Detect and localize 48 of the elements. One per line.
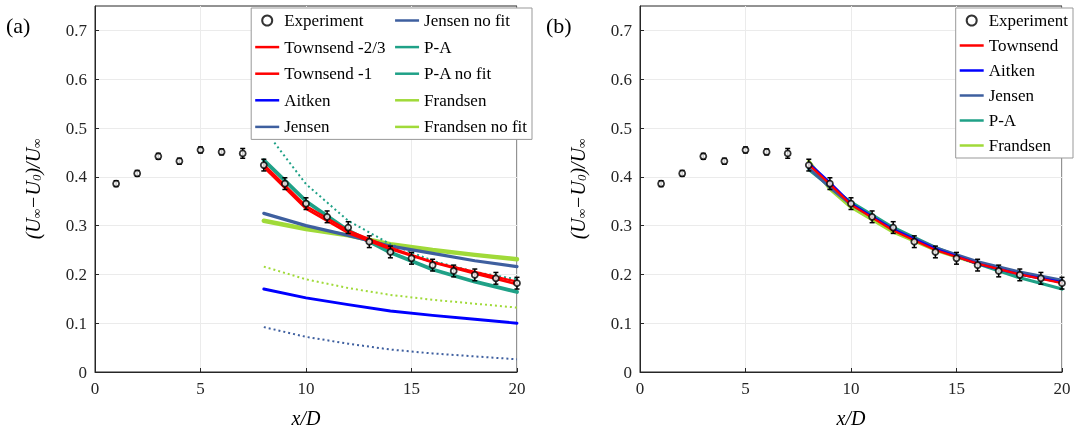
legend-label: Experiment bbox=[284, 11, 364, 30]
y-tick-label: 0.4 bbox=[610, 167, 633, 187]
y-tick-label: 0 bbox=[78, 362, 87, 382]
y-tick-label: 0.2 bbox=[610, 264, 632, 284]
legend-label: Jensen bbox=[988, 86, 1035, 105]
legend-label: Frandsen bbox=[424, 90, 487, 110]
y-tick-label: 0.4 bbox=[65, 167, 88, 187]
y-tick-label: 0.5 bbox=[610, 118, 632, 138]
x-tick-label: 0 bbox=[635, 379, 645, 398]
legend-label: Jensen no fit bbox=[424, 11, 511, 30]
text: (b) bbox=[546, 12, 572, 38]
y-tick-label: 0.2 bbox=[65, 264, 87, 284]
y-axis-title: (U∞−U0)/U∞ bbox=[21, 138, 45, 240]
legend-label: Townsend -2/3 bbox=[284, 37, 386, 57]
x-tick-label: 0 bbox=[90, 379, 100, 398]
y-tick-label: 0.6 bbox=[65, 69, 87, 89]
x-tick-label: 5 bbox=[741, 379, 750, 398]
x-tick-label: 20 bbox=[508, 379, 526, 398]
legend-label: Aitken bbox=[988, 61, 1036, 80]
x-axis-title: x/D bbox=[290, 407, 321, 429]
legend-label: P-A bbox=[988, 111, 1017, 130]
x-tick-label: 10 bbox=[842, 379, 860, 398]
x-tick-label: 20 bbox=[1053, 379, 1071, 398]
legend-label: Experiment bbox=[988, 11, 1069, 30]
legend-label: Townsend bbox=[988, 36, 1059, 55]
legend-label: Townsend -1 bbox=[284, 64, 373, 84]
y-tick-label: 0.3 bbox=[65, 216, 87, 236]
y-tick-label: 0.7 bbox=[65, 20, 88, 40]
y-tick-label: 0 bbox=[623, 362, 632, 382]
legend-label: Aitken bbox=[284, 90, 331, 110]
y-tick-label: 0.3 bbox=[610, 216, 632, 236]
legend-label: P-A no fit bbox=[424, 64, 492, 84]
legend-label: Frandsen no fit bbox=[424, 117, 528, 137]
y-tick-label: 0.1 bbox=[610, 313, 632, 333]
y-tick-label: 0.7 bbox=[610, 20, 633, 40]
y-tick-label: 0.5 bbox=[65, 118, 87, 138]
x-tick-label: 5 bbox=[196, 379, 205, 398]
legend-label: Jensen bbox=[284, 117, 331, 137]
y-tick-label: 0.1 bbox=[65, 313, 87, 333]
text: (a) bbox=[6, 12, 31, 38]
y-axis-title: (U∞−U0)/U∞ bbox=[566, 138, 590, 240]
legend-label: Frandsen bbox=[988, 136, 1052, 155]
y-tick-label: 0.6 bbox=[610, 69, 632, 89]
x-tick-label: 15 bbox=[948, 379, 965, 398]
x-axis-title: x/D bbox=[835, 407, 866, 429]
x-tick-label: 15 bbox=[403, 379, 420, 398]
legend-label: P-A bbox=[424, 37, 453, 57]
x-tick-label: 10 bbox=[297, 379, 315, 398]
